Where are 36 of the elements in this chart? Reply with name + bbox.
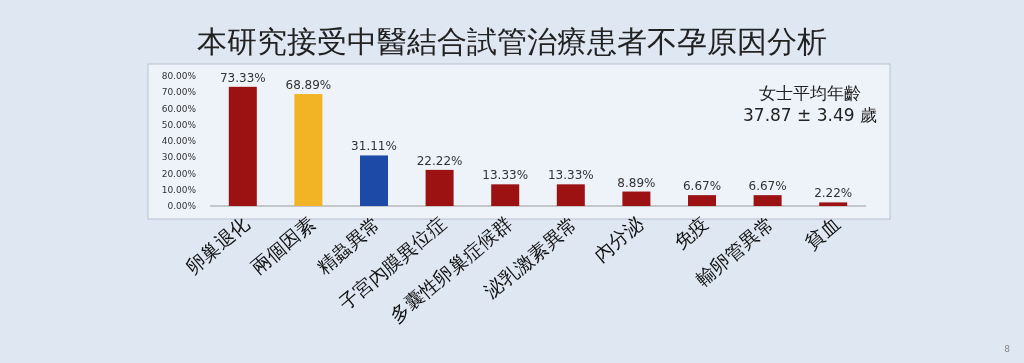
bar [819,202,848,206]
y-tick-label: 10.00% [161,184,197,195]
x-tick-label: 免疫 [669,212,713,254]
bar [753,195,782,206]
y-tick-label: 60.00% [161,103,197,114]
y-tick-label: 30.00% [161,152,197,163]
y-tick-label: 70.00% [161,87,197,98]
bar [425,169,454,206]
y-tick-label: 20.00% [161,168,197,179]
bar [360,155,388,206]
chart-title: 本研究接受中醫結合試管治療患者不孕原因分析 [197,24,827,59]
y-tick-label: 0.00% [167,201,197,211]
y-tick-label: 40.00% [161,136,197,146]
bar [228,86,257,206]
data-label: 68.89% [285,78,332,93]
x-tick-label: 內分泌 [589,212,647,266]
bar [294,94,323,206]
y-tick-label: 80.00% [161,71,197,81]
data-label: 6.67% [682,179,722,194]
data-label: 13.33% [482,168,529,183]
bar [556,184,585,206]
x-tick-label: 貧血 [800,212,844,254]
annotation: 女士平均年齡 [759,83,861,103]
text: 8 [1004,344,1011,354]
data-label: 6.67% [748,179,787,194]
data-label: 8.89% [617,175,656,190]
data-label: 22.22% [416,153,463,168]
data-label: 13.33% [547,168,594,183]
annotation: 37.87 ± 3.49 歲 [743,105,877,125]
bar [688,195,716,206]
bar [491,184,520,206]
y-tick-label: 50.00% [161,119,197,130]
data-label: 31.11% [351,139,397,154]
data-label: 73.33% [219,70,266,85]
data-label: 2.22% [814,186,853,201]
bar [622,191,651,206]
